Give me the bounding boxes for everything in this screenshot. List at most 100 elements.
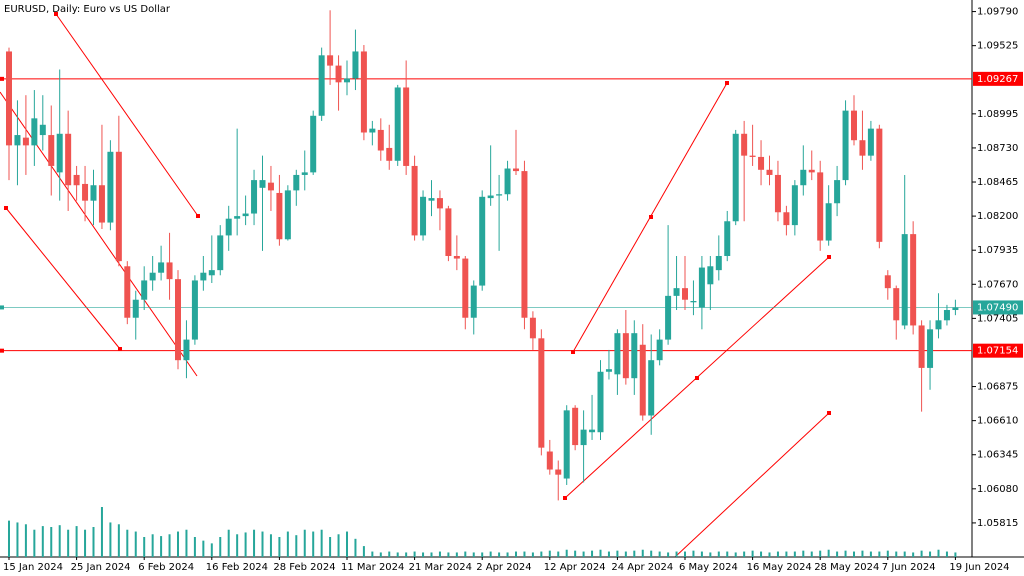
volume-bar	[117, 524, 120, 557]
price-marker	[0, 76, 4, 81]
volume-bar	[658, 551, 661, 557]
volume-bar	[41, 526, 44, 557]
candle-body	[242, 213, 249, 217]
y-tick-label: 1.06345	[977, 450, 1018, 461]
x-tick-label: 21 Mar 2024	[409, 562, 472, 573]
candle-body	[191, 280, 198, 340]
y-tick-label: 1.05815	[977, 518, 1018, 529]
volume-bar	[67, 529, 70, 557]
y-tick-label: 1.06610	[977, 416, 1018, 427]
volume-bar	[793, 551, 796, 557]
x-tick-label: 12 Apr 2024	[544, 562, 606, 573]
volume-bar	[785, 551, 788, 557]
volume-bar	[481, 552, 484, 557]
volume-bar	[185, 529, 188, 557]
candle-body	[22, 137, 29, 146]
candle-body	[436, 198, 443, 209]
anchor	[725, 81, 729, 85]
volume-bar	[844, 550, 847, 557]
volume-bar	[210, 543, 213, 557]
anchor	[196, 214, 200, 218]
candle-body	[284, 190, 291, 240]
price-label-box	[973, 71, 1023, 86]
candle-body	[360, 51, 367, 133]
anchor	[649, 215, 653, 219]
volume-bar	[320, 529, 323, 557]
y-tick-label: 1.09790	[977, 7, 1018, 18]
x-tick-label: 6 Feb 2024	[138, 562, 194, 573]
volume-bar	[937, 549, 940, 557]
candle-body	[631, 333, 638, 379]
volume-bar	[565, 549, 568, 557]
candle-body	[107, 151, 114, 223]
candle-body	[867, 128, 874, 156]
volume-bar	[489, 551, 492, 557]
volume-bar	[261, 531, 264, 557]
candle-body	[124, 266, 131, 318]
candle-body	[403, 87, 410, 166]
candle-body	[943, 310, 950, 321]
volume-bar	[768, 552, 771, 557]
volume-bar	[557, 551, 560, 557]
volume-bar	[438, 551, 441, 557]
volume-bar	[160, 536, 163, 557]
price-label: 1.07490	[977, 302, 1018, 313]
volume-bar	[869, 551, 872, 557]
volume-bar	[269, 534, 272, 557]
candle-body	[834, 180, 841, 204]
volume-bar	[929, 551, 932, 557]
candle-body	[563, 410, 570, 479]
candle-body	[817, 172, 824, 241]
x-tick-label: 25 Jan 2024	[71, 562, 131, 573]
volume-bar	[751, 550, 754, 557]
volume-bar	[371, 551, 374, 557]
candle-body	[149, 272, 156, 281]
volume-bar	[312, 531, 315, 557]
candle-body	[605, 369, 612, 372]
candle-body	[411, 165, 418, 236]
candle-body	[732, 133, 739, 222]
candle-body	[327, 55, 334, 66]
x-tick-label: 28 May 2024	[814, 562, 879, 573]
candle-body	[82, 183, 89, 201]
volume-bar	[168, 534, 171, 557]
candle-body	[707, 266, 714, 285]
y-tick-label: 1.08200	[977, 211, 1018, 222]
anchor	[4, 206, 8, 210]
candle-body	[825, 203, 832, 241]
candle-body	[859, 140, 866, 156]
volume-bar	[472, 552, 475, 557]
price-label-box	[973, 300, 1023, 315]
candle-body	[589, 429, 596, 433]
candle-body	[614, 333, 621, 375]
volume-bar	[700, 551, 703, 557]
volume-bar	[354, 538, 357, 557]
volume-bar	[498, 552, 501, 557]
volume-bar	[692, 550, 695, 557]
candle-body	[504, 168, 511, 195]
volume-bar	[523, 551, 526, 557]
candle-body	[496, 194, 503, 196]
candle-body	[420, 196, 427, 236]
volume-bar	[903, 551, 906, 557]
volume-bar	[396, 552, 399, 557]
trendline	[55, 13, 199, 217]
x-tick-label: 19 Jun 2024	[949, 562, 1009, 573]
candle-body	[555, 469, 562, 475]
volume-bar	[506, 552, 509, 557]
candle-body	[132, 299, 139, 318]
x-tick-label: 24 Apr 2024	[611, 562, 673, 573]
price-label: 1.09267	[977, 74, 1018, 85]
candle-body	[665, 295, 672, 340]
anchor	[563, 496, 567, 500]
x-tick-label: 11 Mar 2024	[341, 562, 404, 573]
candle-body	[98, 185, 105, 223]
volume-bar	[202, 540, 205, 557]
volume-bar	[455, 552, 458, 557]
y-tick-label: 1.07935	[977, 245, 1018, 256]
candle-body	[529, 317, 536, 339]
volume-bar	[379, 552, 382, 557]
volume-bar	[810, 551, 813, 557]
candle-body	[538, 338, 545, 448]
candle-body	[546, 451, 553, 470]
